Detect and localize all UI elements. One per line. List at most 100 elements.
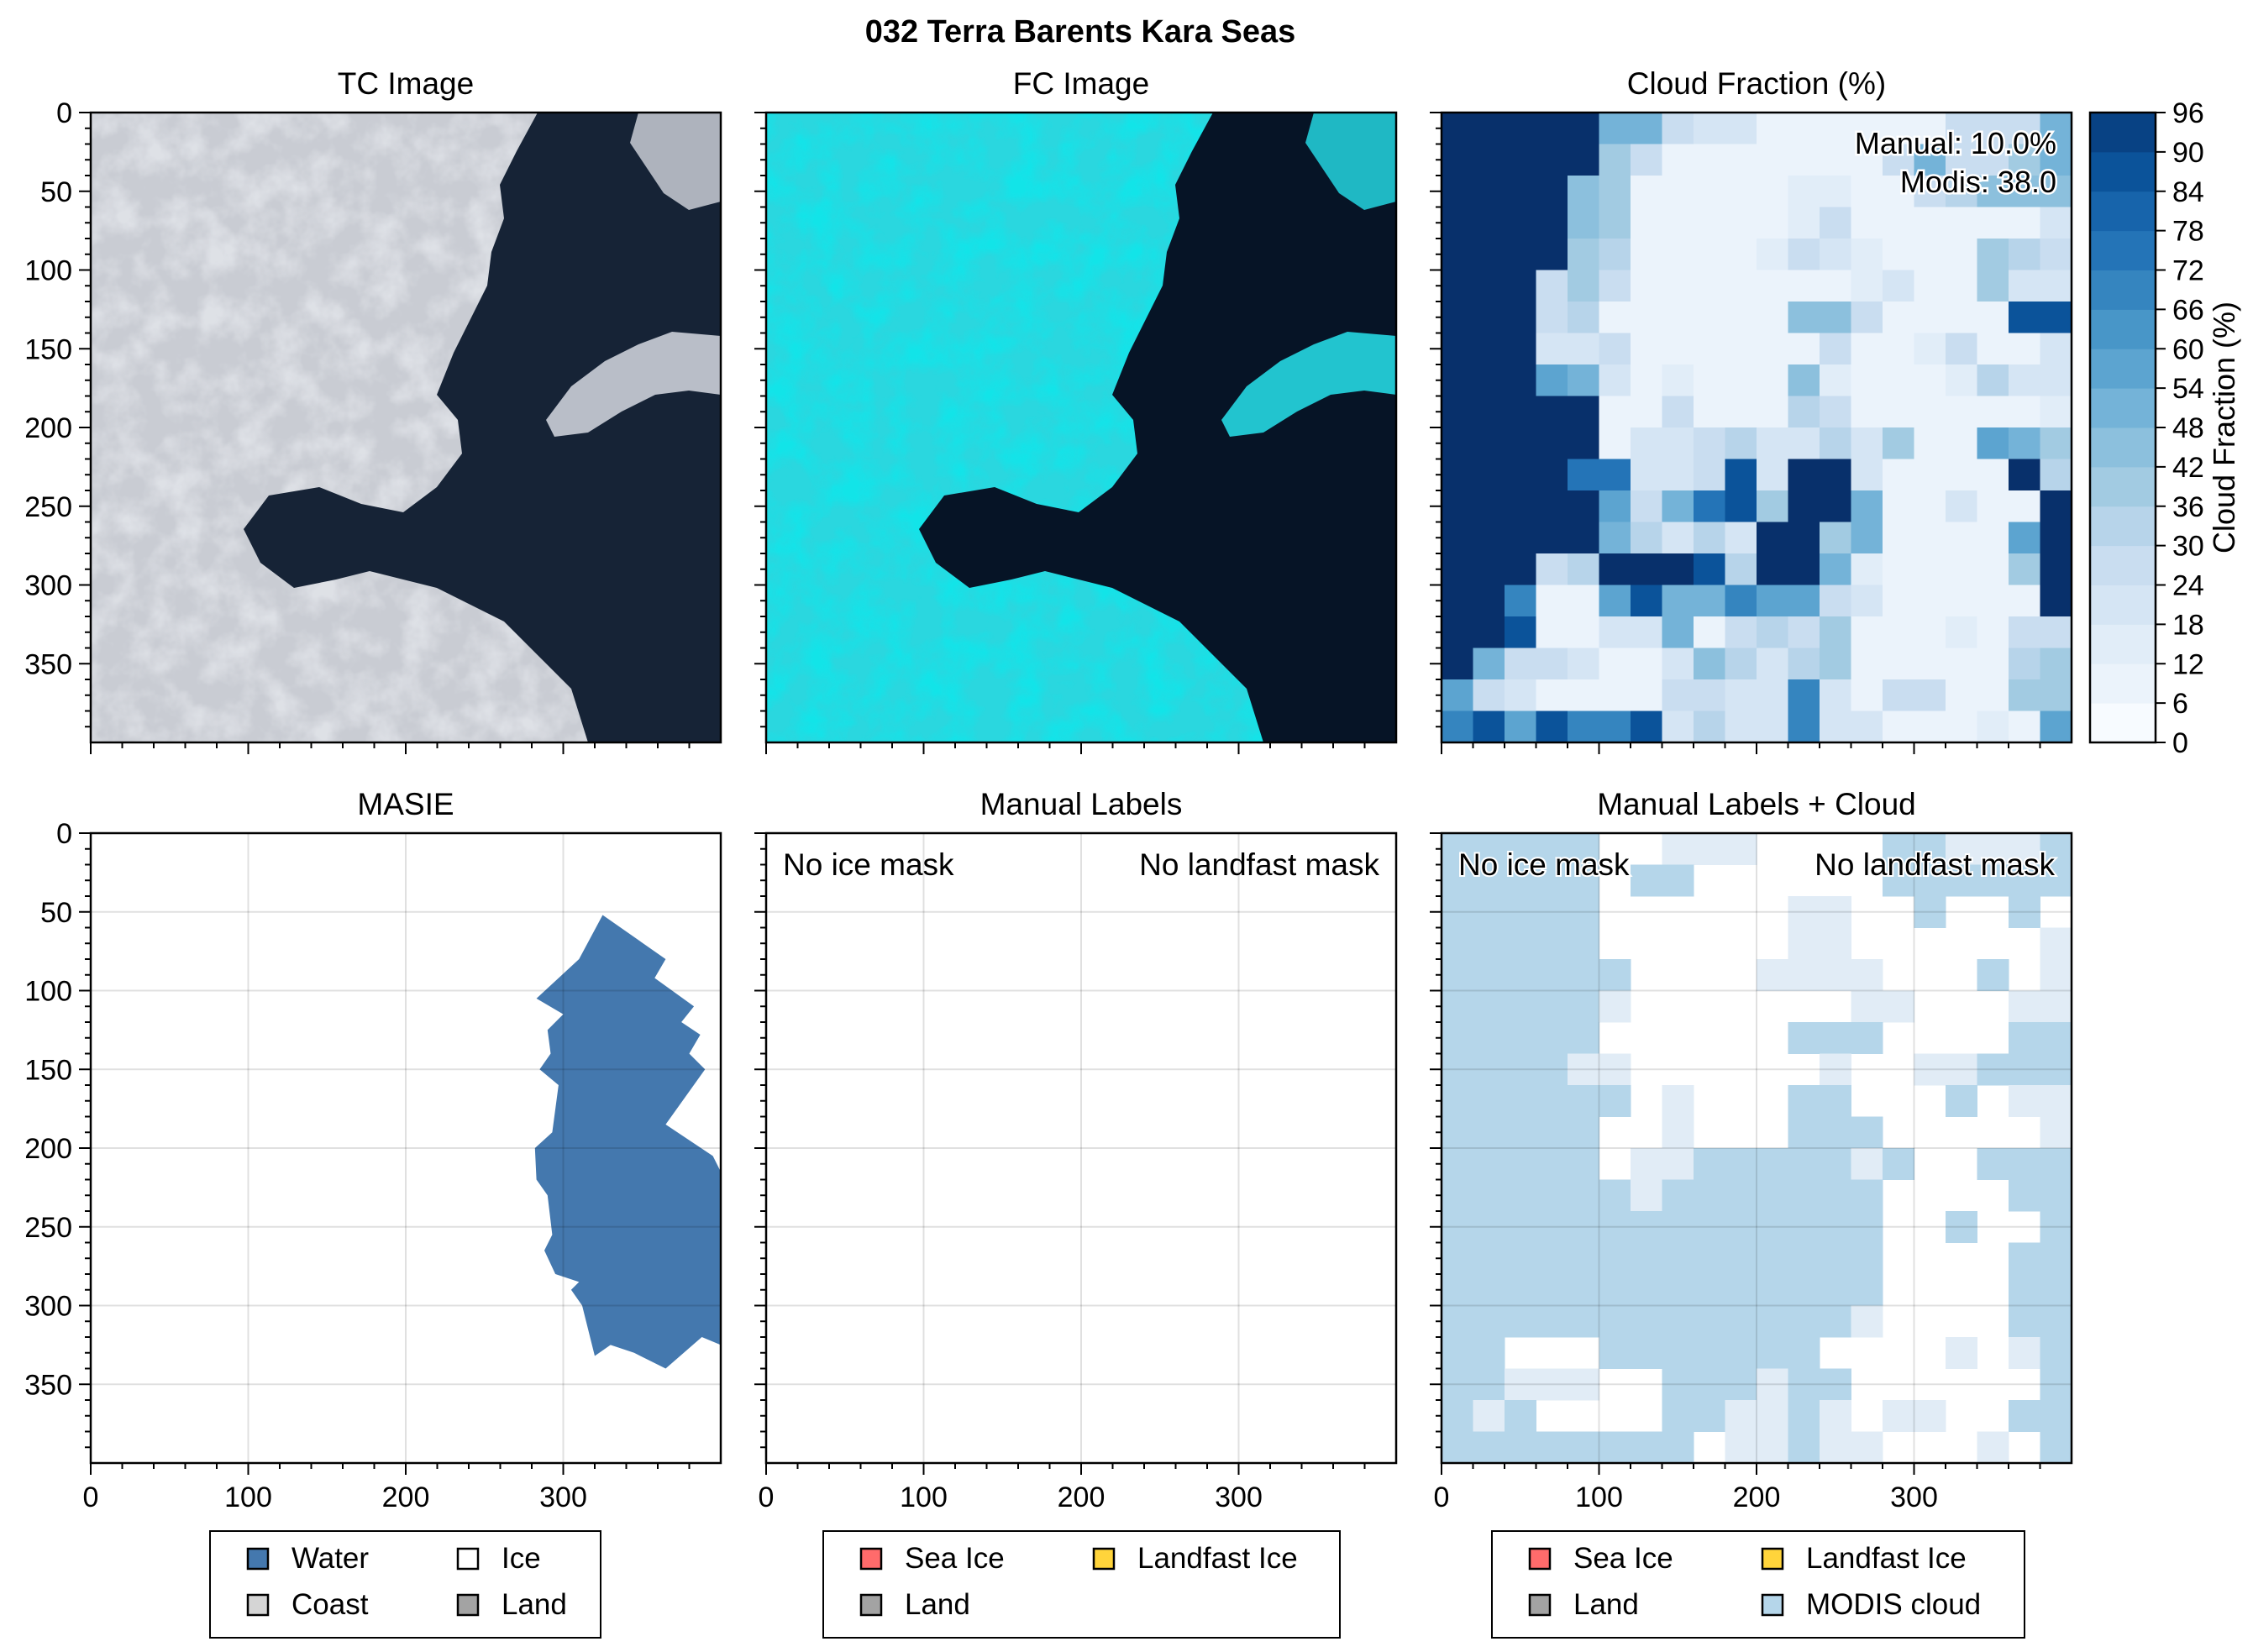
modis-cloud-light-cell	[2009, 990, 2040, 1023]
tc-image	[91, 113, 721, 742]
modis-cloud-light-cell	[1757, 959, 1788, 991]
cloud-cell	[2009, 648, 2040, 680]
masie-water-region	[534, 915, 721, 1369]
cloud-cell	[1599, 427, 1631, 459]
cloud-cell	[1820, 522, 1851, 554]
cloud-cell	[1568, 113, 1599, 144]
cloud-cell	[1977, 616, 2009, 648]
modis-cloud-cell	[1505, 990, 1536, 1023]
legend-label: Water	[291, 1542, 369, 1575]
cloud-cell	[1914, 176, 1946, 207]
y-tick-label: 200	[24, 1133, 72, 1165]
cloud-cell	[1977, 648, 2009, 680]
cloud-cell	[1599, 302, 1631, 333]
fc-open-water	[919, 113, 1396, 742]
modis-cloud-light-cell	[1914, 1400, 1946, 1432]
cloud-cell	[1820, 679, 1851, 711]
modis-cloud-cell	[1473, 1148, 1505, 1180]
modis-cloud-cell	[1662, 1242, 1694, 1275]
cloud-cell	[1662, 113, 1694, 144]
colorbar-segment	[2090, 151, 2156, 192]
cloud-cell	[2040, 648, 2072, 680]
masie-map	[91, 833, 721, 1463]
cloud-cell	[1883, 648, 1914, 680]
axes: 0 50 100 150 200 250 300 350 0 50 100 150 200 250 300 3…	[24, 97, 2073, 1513]
modis-cloud-cell	[1505, 864, 1536, 897]
cloud-cell	[1599, 459, 1631, 491]
cloud-cell	[1725, 679, 1757, 711]
cloud-cell	[2009, 490, 2040, 522]
cloud-cell	[2009, 679, 2040, 711]
cloud-cell	[2040, 333, 2072, 365]
cloud-cell	[1757, 616, 1788, 648]
cloud-cell	[1883, 270, 1914, 302]
cloud-cell	[1473, 364, 1505, 396]
cloud-cell	[1536, 207, 1568, 239]
cloud-cell	[1473, 648, 1505, 680]
cloud-cell	[1946, 239, 1977, 270]
modis-cloud-cell	[1568, 1242, 1599, 1275]
modis-cloud-cell	[1536, 1116, 1568, 1149]
cloud-cell	[1442, 648, 1473, 680]
modis-cloud-cell	[1820, 1242, 1851, 1275]
cloud-cell	[2009, 553, 2040, 585]
modis-cloud-cell	[1536, 1179, 1568, 1212]
manual-note-landfast: No landfast mask	[1139, 847, 1379, 882]
modis-cloud-cell	[1820, 1274, 1851, 1306]
cloud-cell	[1851, 113, 1883, 144]
cloud-cell	[1662, 490, 1694, 522]
cloud-cell	[1851, 364, 1883, 396]
cloud-cell	[1757, 585, 1788, 617]
cloud-cell	[1851, 333, 1883, 365]
cloud-cell	[1568, 585, 1599, 617]
modis-cloud-cell	[1473, 1242, 1505, 1275]
modis-cloud-cell	[1568, 896, 1599, 928]
modis-cloud-cell	[1442, 1242, 1473, 1275]
cloud-cell	[1694, 585, 1725, 617]
modis-cloud-cell	[1568, 1085, 1599, 1117]
modis-cloud-cell	[1788, 1085, 1820, 1117]
cloud-cell	[1883, 207, 1914, 239]
cloud-cell	[1505, 396, 1536, 428]
cloud-cell	[1662, 427, 1694, 459]
cloud-cell	[1977, 553, 2009, 585]
cloud-cell	[2040, 585, 2072, 617]
cloud-cell	[1914, 616, 1946, 648]
cloud-cell	[1536, 302, 1568, 333]
cloud-cell	[1631, 364, 1662, 396]
modis-cloud-cell	[1851, 1211, 1883, 1243]
modis-cloud-cell	[1914, 864, 1946, 897]
modis-cloud-cell	[2040, 1337, 2072, 1369]
colorbar-tick-label: 18	[2172, 609, 2204, 641]
cloud-cell	[1914, 113, 1946, 144]
cloud-cell	[1694, 459, 1725, 491]
colorbar-tick-label: 66	[2172, 294, 2204, 326]
modis-cloud-cell	[2009, 1053, 2040, 1086]
modis-cloud-cell	[1725, 1368, 1757, 1401]
masie-panel-title: MASIE	[357, 787, 454, 821]
cloud-cell	[1788, 616, 1820, 648]
cloud-cell	[1725, 616, 1757, 648]
modis-cloud-cell	[1851, 1179, 1883, 1212]
cloud-cell	[1914, 333, 1946, 365]
modis-cloud-cell	[1757, 1179, 1788, 1212]
modis-cloud-cell	[1505, 896, 1536, 928]
cloud-cell	[1536, 176, 1568, 207]
cloud-cell	[1914, 427, 1946, 459]
cloud-cell	[1788, 648, 1820, 680]
cloud-cell	[1883, 711, 1914, 743]
cloud-cell	[1536, 239, 1568, 270]
cloud-cell	[1505, 459, 1536, 491]
cloud-cell	[1820, 427, 1851, 459]
cloud-cell	[1568, 711, 1599, 743]
modis-cloud-cell	[1473, 1211, 1505, 1243]
modis-cloud-cell	[2040, 1211, 2072, 1243]
cloud-cell	[1442, 144, 1473, 176]
cloud-cell	[1662, 176, 1694, 207]
modis-cloud-cell	[2009, 1305, 2040, 1338]
modis-cloud-light-cell	[1946, 1337, 1977, 1369]
cloud-cell	[2040, 427, 2072, 459]
modis-cloud-cell	[1631, 1431, 1662, 1464]
modis-cloud-cell	[2040, 1368, 2072, 1401]
cloud-cell	[1442, 396, 1473, 428]
